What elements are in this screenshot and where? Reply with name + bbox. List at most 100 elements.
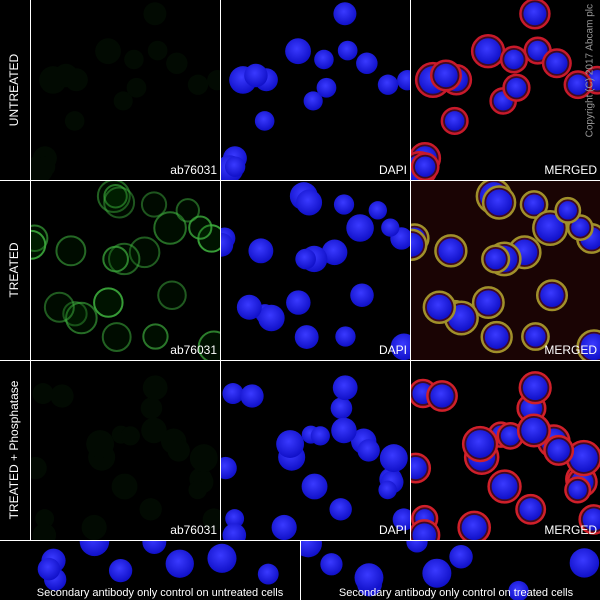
nucleus (508, 580, 529, 600)
panel (220, 375, 410, 540)
faint-cell (120, 426, 140, 446)
faint-cell (167, 439, 190, 462)
panel-label: ab76031 (170, 163, 217, 177)
faint-cell (124, 49, 144, 70)
faint-cell (50, 384, 74, 408)
nucleus (558, 201, 577, 220)
faint-cell (187, 74, 209, 95)
green-cell (188, 215, 213, 240)
panel (410, 371, 600, 540)
row-label: UNTREATED (7, 53, 21, 126)
nucleus (414, 156, 436, 177)
nucleus (296, 189, 323, 216)
nucleus (522, 375, 548, 401)
nucleus (236, 294, 262, 320)
faint-cell (189, 444, 218, 473)
nucleus (222, 383, 244, 405)
nucleus (422, 558, 452, 588)
nucleus (331, 417, 357, 444)
faint-cell (113, 91, 133, 111)
nucleus (220, 456, 237, 480)
green-cell (101, 322, 132, 352)
faint-cell (166, 52, 188, 75)
nucleus (220, 232, 234, 257)
faint-cell (147, 40, 168, 61)
panel (300, 540, 600, 600)
control-label: Secondary antibody only control on untre… (37, 587, 284, 599)
nucleus (378, 480, 397, 500)
nucleus (350, 283, 374, 308)
nucleus (484, 325, 509, 349)
nucleus (412, 523, 437, 540)
cell-layer (30, 0, 600, 600)
nucleus (571, 218, 590, 237)
panel-label: MERGED (544, 163, 597, 177)
faint-cell (202, 508, 220, 531)
nucleus (540, 283, 564, 308)
nucleus (240, 384, 264, 408)
copyright: Copyright (C) 2017 Abcam plc (585, 4, 596, 137)
nucleus (225, 509, 245, 529)
nucleus (300, 540, 322, 558)
nucleus (504, 49, 524, 70)
nucleus (108, 558, 133, 583)
nucleus (254, 111, 275, 131)
panel (220, 182, 410, 360)
nucleus (271, 514, 297, 540)
nucleus (523, 194, 545, 215)
faint-cell (95, 38, 121, 65)
faint-cell (141, 417, 167, 444)
nucleus (286, 290, 311, 315)
nucleus (444, 111, 465, 131)
nucleus (569, 548, 600, 578)
faint-cell (32, 383, 54, 405)
panel-label: MERGED (544, 343, 597, 357)
nucleus (397, 70, 410, 91)
panel (410, 0, 600, 180)
nucleus (222, 523, 247, 540)
panel-label: ab76031 (170, 523, 217, 537)
nucleus (476, 290, 501, 315)
faint-cell (32, 523, 57, 540)
nucleus (258, 304, 285, 332)
panel-label: DAPI (379, 523, 407, 537)
green-cell (197, 330, 220, 360)
nucleus (224, 156, 246, 177)
nucleus (485, 248, 506, 270)
nucleus (320, 553, 343, 576)
nucleus (536, 214, 564, 242)
faint-cell (30, 456, 47, 480)
faint-cell (111, 473, 138, 500)
panel (220, 2, 410, 180)
nucleus (207, 543, 237, 573)
nucleus (276, 430, 305, 458)
faint-cell (126, 77, 147, 98)
nucleus (426, 294, 452, 320)
nucleus (314, 49, 334, 70)
nucleus (500, 426, 520, 446)
faint-cell (140, 397, 163, 420)
green-cell (142, 323, 169, 350)
nucleus (354, 563, 384, 593)
nucleus (333, 2, 357, 26)
nucleus (285, 38, 311, 65)
nucleus (519, 498, 542, 521)
nucleus (332, 375, 358, 401)
green-cell (55, 235, 87, 267)
nucleus (142, 540, 167, 555)
nucleus (406, 540, 428, 553)
green-cell (103, 186, 136, 219)
panel (30, 375, 220, 540)
nucleus (390, 333, 410, 360)
nucleus (466, 430, 495, 458)
nucleus (410, 232, 424, 257)
nucleus (580, 333, 600, 360)
green-cell (128, 236, 161, 269)
faint-cell (64, 111, 85, 131)
nucleus (330, 397, 353, 420)
panel (30, 2, 220, 180)
nucleus (244, 63, 268, 88)
nucleus (523, 2, 547, 26)
nucleus (434, 63, 458, 88)
